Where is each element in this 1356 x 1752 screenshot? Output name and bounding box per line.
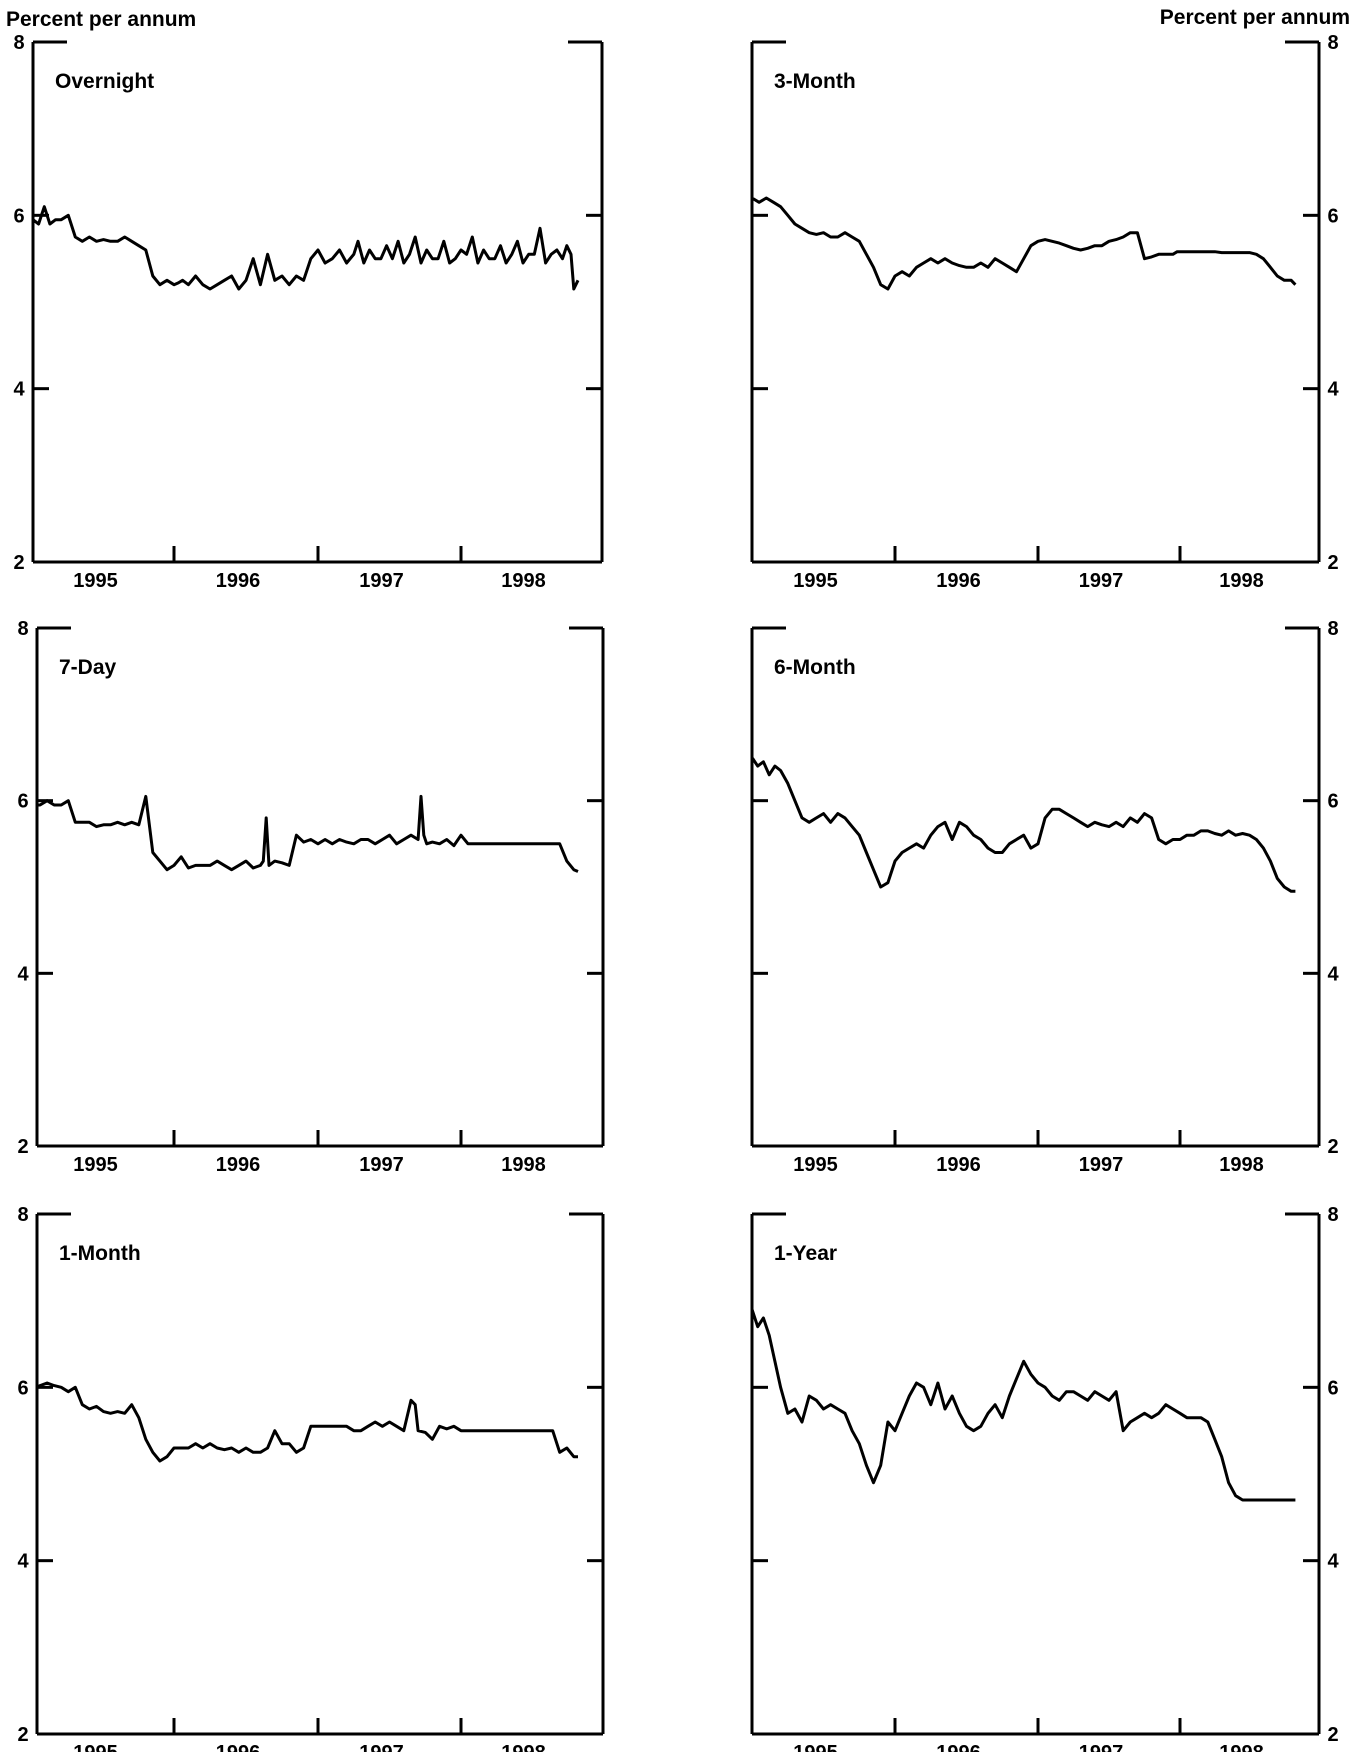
y-tick-label: 6 (1327, 1377, 1338, 1399)
x-tick-label: 1997 (1079, 570, 1124, 592)
x-tick-label: 1998 (1219, 570, 1264, 592)
y-tick-label: 8 (1327, 618, 1338, 640)
unit-label-right: Percent per annum (1160, 6, 1350, 29)
x-tick-label: 1996 (936, 1742, 981, 1752)
x-tick-label: 1995 (73, 1154, 118, 1176)
x-tick-label: 1995 (73, 1742, 118, 1752)
x-tick-label: 1995 (73, 570, 118, 592)
x-tick-label: 1997 (359, 570, 404, 592)
x-tick-label: 1998 (1219, 1154, 1264, 1176)
y-tick-label: 4 (1327, 1551, 1339, 1573)
x-tick-label: 1997 (1079, 1742, 1124, 1752)
panel-title: 1-Year (774, 1242, 837, 1265)
series-line (35, 794, 579, 873)
x-tick-label: 1998 (501, 570, 546, 592)
panel-title: 6-Month (774, 656, 856, 679)
y-tick-label: 2 (1327, 1136, 1338, 1158)
y-tick-label: 2 (17, 1136, 28, 1158)
y-tick-label: 8 (13, 32, 24, 54)
series-line (750, 189, 1297, 291)
y-tick-label: 6 (1327, 205, 1338, 227)
x-tick-label: 1996 (216, 1154, 261, 1176)
panel-title: 3-Month (774, 70, 856, 93)
chart-panel-7-day: 2 4 6 8 1995 1996 1997 1998 7-Day (17, 618, 605, 1176)
y-tick-label: 2 (1327, 552, 1338, 574)
y-tick-label: 8 (1327, 32, 1338, 54)
x-tick-label: 1998 (501, 1154, 546, 1176)
series-line (750, 1231, 1296, 1502)
y-tick-label: 6 (13, 205, 24, 227)
x-tick-label: 1997 (1079, 1154, 1124, 1176)
x-tick-label: 1997 (359, 1742, 404, 1752)
y-tick-label: 2 (13, 552, 24, 574)
y-tick-label: 6 (1327, 791, 1338, 813)
y-tick-label: 2 (1327, 1724, 1338, 1746)
y-tick-label: 4 (17, 963, 29, 985)
y-tick-label: 8 (1327, 1204, 1338, 1226)
x-tick-label: 1998 (501, 1742, 546, 1752)
chart-panel-1-year: 2 4 6 8 1995 1996 1997 1998 1-Year (750, 1204, 1339, 1752)
x-tick-label: 1996 (936, 570, 981, 592)
x-tick-label: 1996 (216, 1742, 261, 1752)
chart-panel-3-month: 2 4 6 8 1995 1996 1997 1998 3-Month (750, 32, 1339, 592)
series-line (35, 1381, 578, 1463)
y-tick-label: 4 (13, 379, 25, 401)
panel-title: Overnight (55, 70, 154, 93)
y-tick-label: 4 (1327, 963, 1339, 985)
chart-panel-6-month: 2 4 6 8 1995 1996 1997 1998 6-Month (750, 618, 1339, 1176)
y-tick-label: 2 (17, 1724, 28, 1746)
y-tick-label: 8 (17, 1204, 28, 1226)
x-tick-label: 1996 (936, 1154, 981, 1176)
y-tick-label: 4 (17, 1551, 29, 1573)
unit-label-left: Percent per annum (6, 8, 196, 31)
y-tick-label: 4 (1327, 379, 1339, 401)
x-tick-label: 1997 (359, 1154, 404, 1176)
series-line (750, 705, 1296, 893)
panel-title: 7-Day (59, 656, 117, 679)
x-tick-label: 1996 (216, 570, 261, 592)
x-tick-label: 1998 (1219, 1742, 1264, 1752)
chart-panel-1-month: 2 4 6 8 1995 1996 1997 1998 1-Month (17, 1204, 605, 1752)
x-tick-label: 1995 (793, 570, 838, 592)
panel-title: 1-Month (59, 1242, 141, 1265)
series-line (31, 205, 580, 291)
y-tick-label: 6 (17, 1377, 28, 1399)
x-tick-label: 1995 (793, 1742, 838, 1752)
chart-panel-overnight: 2 4 6 8 1995 1996 1997 1998 Overnight (13, 32, 604, 592)
y-tick-label: 6 (17, 791, 28, 813)
y-tick-label: 8 (17, 618, 28, 640)
x-tick-label: 1995 (793, 1154, 838, 1176)
